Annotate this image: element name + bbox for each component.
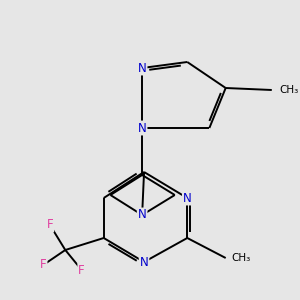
Text: N: N xyxy=(138,61,146,74)
Text: F: F xyxy=(78,263,85,277)
Text: N: N xyxy=(183,191,192,205)
Text: N: N xyxy=(138,122,146,134)
Text: CH₃: CH₃ xyxy=(232,253,251,263)
Text: F: F xyxy=(40,259,46,272)
Text: N: N xyxy=(140,256,148,268)
Text: F: F xyxy=(46,218,53,232)
Text: CH₃: CH₃ xyxy=(279,85,298,95)
Text: N: N xyxy=(138,208,146,221)
